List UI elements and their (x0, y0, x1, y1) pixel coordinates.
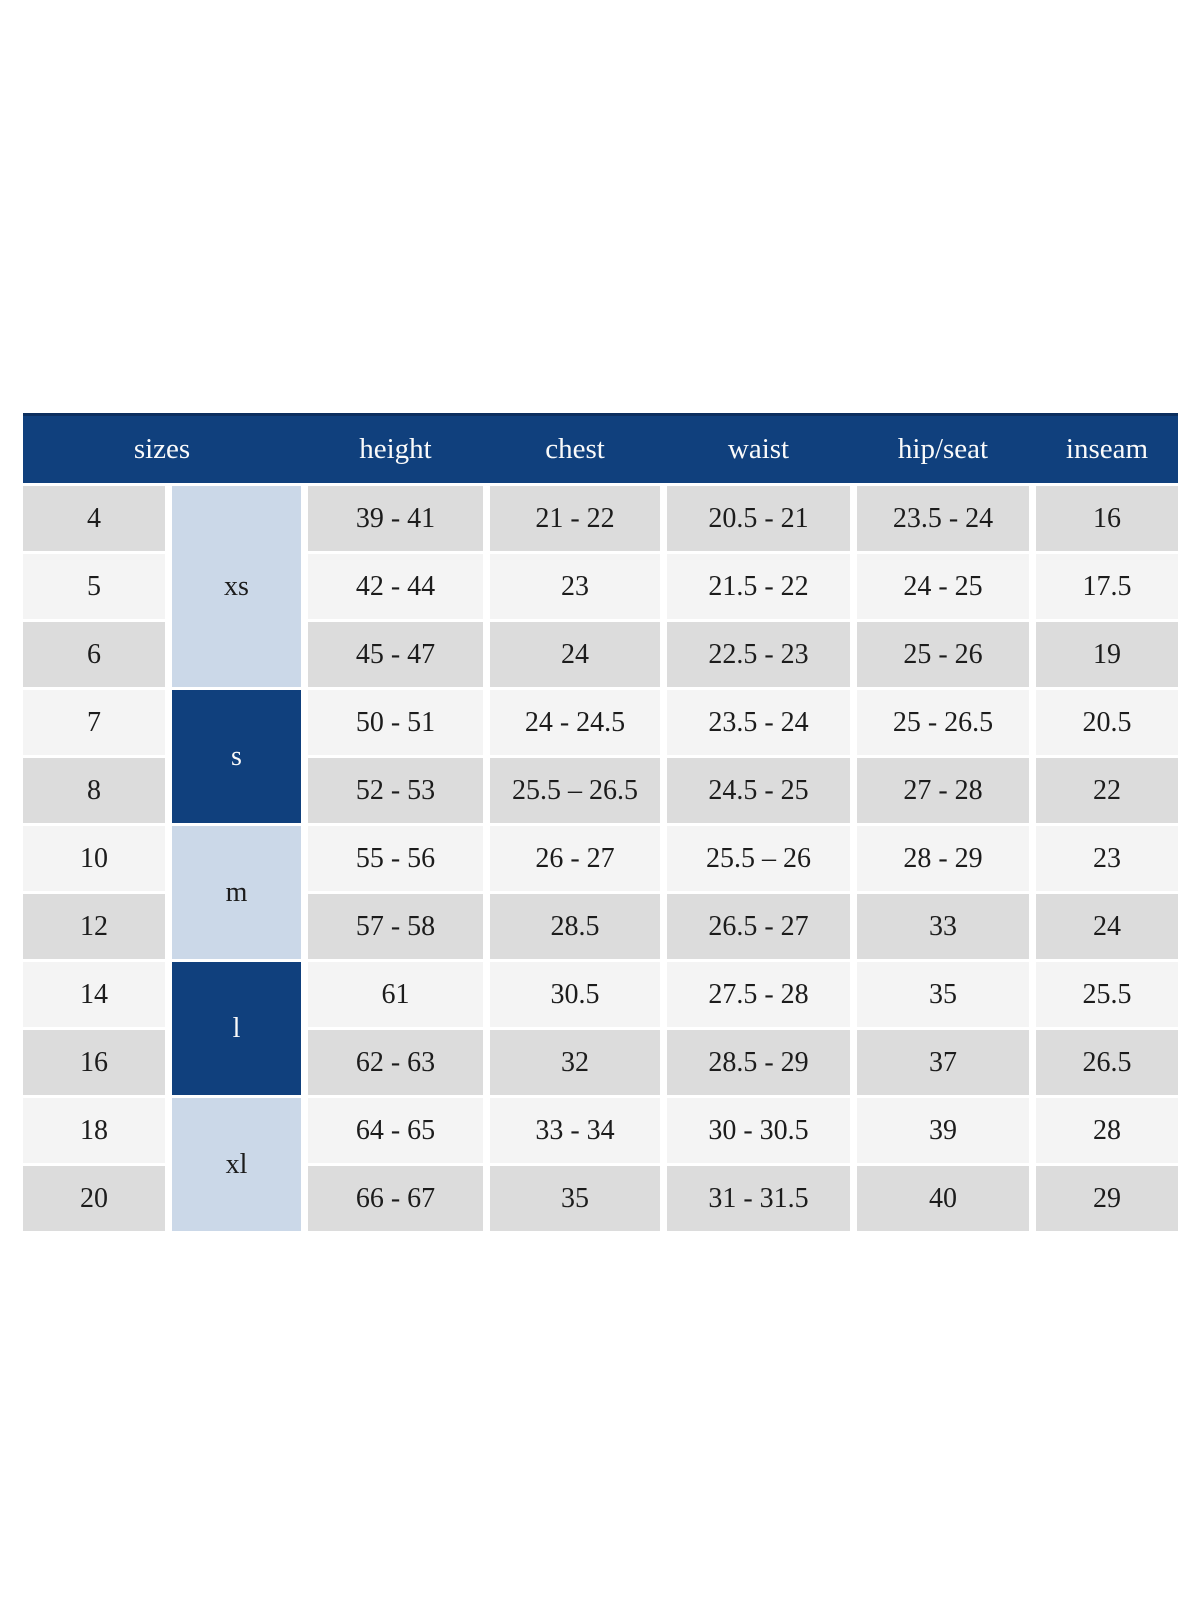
waist-cell: 21.5 - 22 (667, 554, 850, 619)
hip-seat-cell: 39 (857, 1098, 1029, 1163)
waist-cell: 22.5 - 23 (667, 622, 850, 687)
waist-cell: 20.5 - 21 (667, 486, 850, 551)
height-cell: 66 - 67 (308, 1166, 483, 1231)
chest-cell: 30.5 (490, 962, 660, 1027)
size-number-cell: 4 (23, 486, 165, 551)
waist-cell: 25.5 – 26 (667, 826, 850, 891)
chest-cell: 28.5 (490, 894, 660, 959)
size-number-cell: 5 (23, 554, 165, 619)
inseam-cell: 22 (1036, 758, 1178, 823)
size-chart-table: sizes height chest waist hip/seat inseam… (23, 413, 1178, 1231)
inseam-cell: 29 (1036, 1166, 1178, 1231)
chest-cell: 33 - 34 (490, 1098, 660, 1163)
size-number-cell: 6 (23, 622, 165, 687)
inseam-cell: 16 (1036, 486, 1178, 551)
hip-seat-cell: 24 - 25 (857, 554, 1029, 619)
waist-cell: 23.5 - 24 (667, 690, 850, 755)
height-cell: 61 (308, 962, 483, 1027)
inseam-cell: 19 (1036, 622, 1178, 687)
waist-cell: 26.5 - 27 (667, 894, 850, 959)
chest-cell: 23 (490, 554, 660, 619)
inseam-cell: 25.5 (1036, 962, 1178, 1027)
height-cell: 39 - 41 (308, 486, 483, 551)
height-cell: 62 - 63 (308, 1030, 483, 1095)
height-cell: 52 - 53 (308, 758, 483, 823)
inseam-cell: 24 (1036, 894, 1178, 959)
height-cell: 50 - 51 (308, 690, 483, 755)
table-body: 4 39 - 41 21 - 22 20.5 - 21 23.5 - 24 16… (23, 486, 1178, 1231)
waist-cell: 31 - 31.5 (667, 1166, 850, 1231)
column-header-sizes: sizes (133, 433, 191, 465)
hip-seat-cell: 35 (857, 962, 1029, 1027)
chest-cell: 21 - 22 (490, 486, 660, 551)
height-cell: 42 - 44 (308, 554, 483, 619)
size-group-l: l (172, 962, 301, 1095)
waist-cell: 30 - 30.5 (667, 1098, 850, 1163)
hip-seat-cell: 33 (857, 894, 1029, 959)
inseam-cell: 23 (1036, 826, 1178, 891)
size-number-cell: 14 (23, 962, 165, 1027)
size-number-cell: 10 (23, 826, 165, 891)
size-group-xl: xl (172, 1098, 301, 1231)
size-number-cell: 12 (23, 894, 165, 959)
hip-seat-cell: 28 - 29 (857, 826, 1029, 891)
column-header-inseam: inseam (1065, 433, 1149, 465)
chest-cell: 24 - 24.5 (490, 690, 660, 755)
chest-cell: 32 (490, 1030, 660, 1095)
size-number-cell: 7 (23, 690, 165, 755)
inseam-cell: 28 (1036, 1098, 1178, 1163)
waist-cell: 28.5 - 29 (667, 1030, 850, 1095)
height-cell: 45 - 47 (308, 622, 483, 687)
table-header-row: sizes height chest waist hip/seat inseam (23, 413, 1178, 483)
size-number-cell: 16 (23, 1030, 165, 1095)
chest-cell: 26 - 27 (490, 826, 660, 891)
chest-cell: 25.5 – 26.5 (490, 758, 660, 823)
hip-seat-cell: 23.5 - 24 (857, 486, 1029, 551)
waist-cell: 27.5 - 28 (667, 962, 850, 1027)
size-group-xs: xs (172, 486, 301, 687)
inseam-cell: 20.5 (1036, 690, 1178, 755)
height-cell: 55 - 56 (308, 826, 483, 891)
hip-seat-cell: 40 (857, 1166, 1029, 1231)
size-number-cell: 20 (23, 1166, 165, 1231)
inseam-cell: 17.5 (1036, 554, 1178, 619)
inseam-cell: 26.5 (1036, 1030, 1178, 1095)
hip-seat-cell: 25 - 26.5 (857, 690, 1029, 755)
height-cell: 64 - 65 (308, 1098, 483, 1163)
chest-cell: 24 (490, 622, 660, 687)
size-number-cell: 18 (23, 1098, 165, 1163)
size-group-m: m (172, 826, 301, 959)
column-header-chest: chest (545, 433, 605, 465)
column-header-height: height (359, 433, 432, 465)
chest-cell: 35 (490, 1166, 660, 1231)
column-header-waist: waist (727, 433, 790, 465)
column-header-hip-seat: hip/seat (897, 433, 989, 465)
hip-seat-cell: 37 (857, 1030, 1029, 1095)
waist-cell: 24.5 - 25 (667, 758, 850, 823)
size-number-cell: 8 (23, 758, 165, 823)
hip-seat-cell: 25 - 26 (857, 622, 1029, 687)
hip-seat-cell: 27 - 28 (857, 758, 1029, 823)
size-group-s: s (172, 690, 301, 823)
height-cell: 57 - 58 (308, 894, 483, 959)
